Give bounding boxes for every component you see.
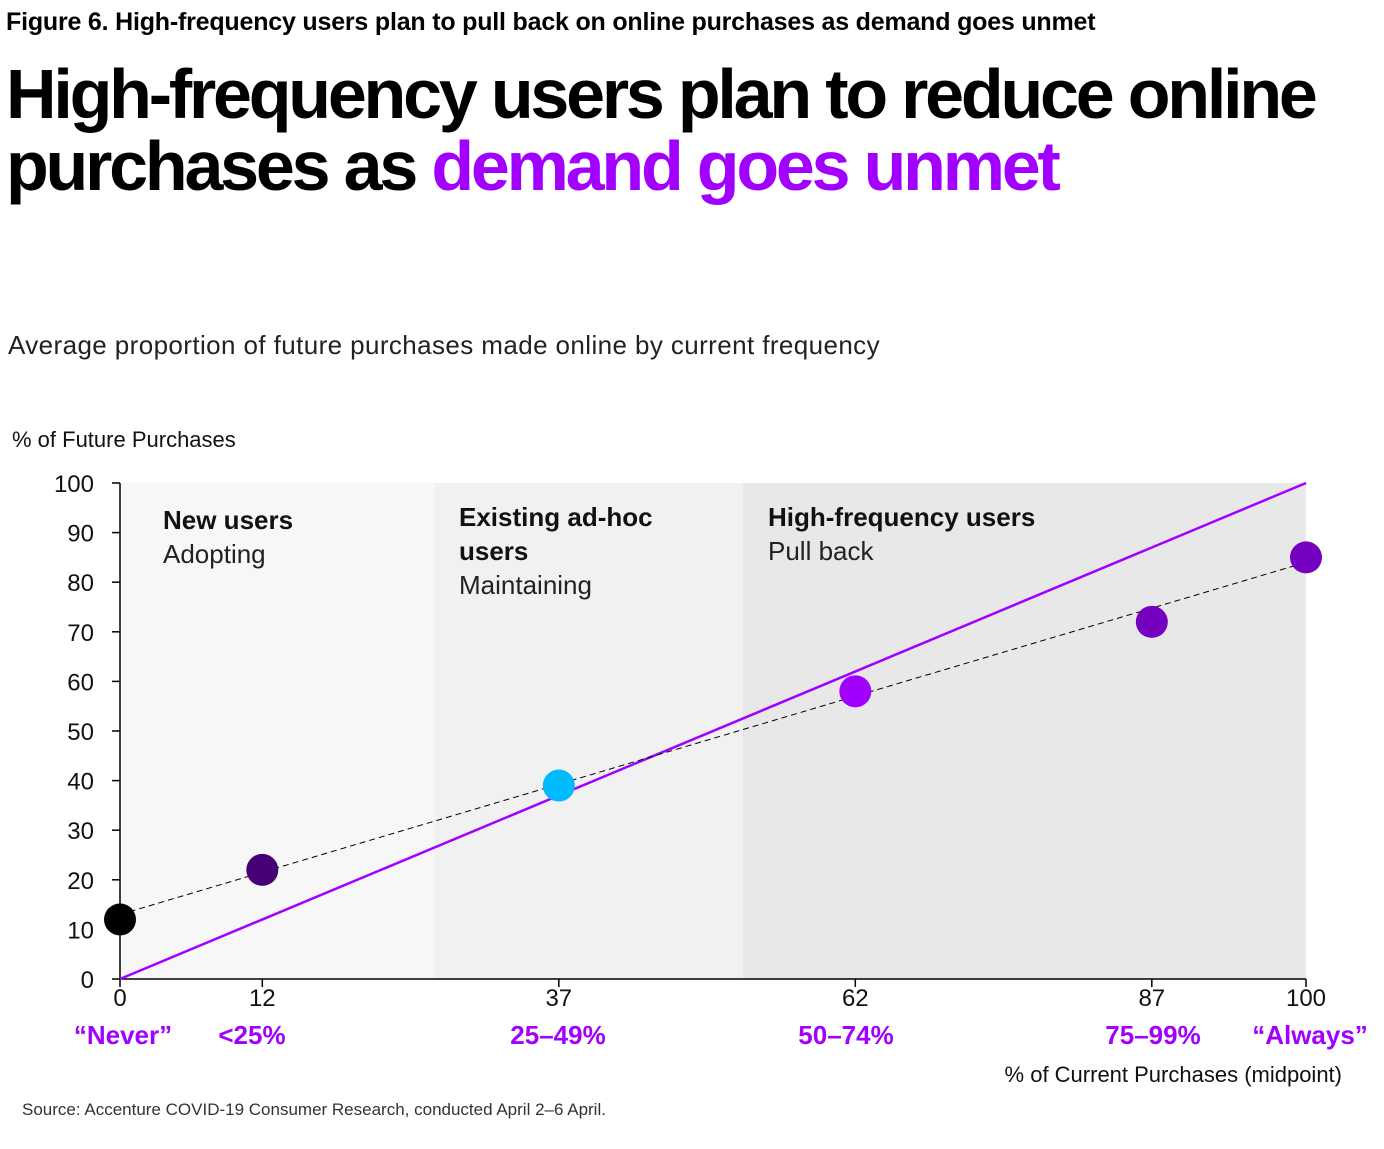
data-point-5: [1135, 605, 1168, 638]
source-note: Source: Accenture COVID-19 Consumer Rese…: [22, 1100, 606, 1119]
x-category-label: 25–49%: [510, 1020, 605, 1050]
segment-title-2: Existing ad-hoc users: [459, 502, 653, 566]
y-tick-label: 20: [67, 868, 94, 895]
x-axis-title: % of Current Purchases (midpoint): [1005, 1062, 1342, 1087]
segment-band-2: [434, 483, 743, 979]
data-point-1: [104, 903, 136, 936]
figure-label: Figure 6. High-frequency users plan to p…: [6, 8, 1096, 36]
trend-line: [119, 561, 1307, 915]
segment-band-1: [120, 483, 435, 979]
x-tick-label: 12: [249, 985, 276, 1012]
segment-subtitle-3: Pull back: [768, 536, 874, 566]
x-tick-label: 37: [545, 985, 572, 1012]
y-tick-label: 50: [67, 719, 94, 746]
y-tick-label: 0: [81, 967, 94, 994]
data-point-3: [542, 769, 575, 802]
data-point-2: [246, 853, 279, 886]
x-tick-label: 0: [113, 985, 126, 1012]
scatter-chart: New users Adopting Existing ad-hoc users Mai…: [12, 427, 1368, 1087]
x-category-label: <25%: [218, 1020, 285, 1050]
data-point-4: [839, 675, 872, 708]
y-tick-label: 80: [67, 570, 94, 597]
y-tick-label: 60: [67, 669, 94, 696]
segment-band-3: [742, 483, 1306, 979]
data-point-6: [1290, 541, 1322, 574]
x-category-label: 75–99%: [1105, 1020, 1200, 1050]
y-tick-label: 100: [54, 471, 94, 498]
x-tick-label: 62: [842, 985, 869, 1012]
segment-title-3: High-frequency users: [768, 502, 1035, 532]
x-category-label: “Always”: [1252, 1020, 1368, 1050]
x-category-label: “Never”: [74, 1020, 172, 1050]
headline: High-frequency users plan to reduce onli…: [6, 58, 1336, 202]
y-axis-title: % of Future Purchases: [12, 427, 236, 452]
y-tick-label: 30: [67, 818, 94, 845]
segment-title-1: New users: [163, 505, 293, 535]
headline-accent: demand goes unmet: [431, 127, 1060, 205]
headline-plain: High-frequency users plan to reduce onli…: [6, 55, 1318, 205]
y-tick-label: 40: [67, 769, 94, 796]
x-tick-label: 100: [1286, 985, 1326, 1012]
segment-subtitle-2: Maintaining: [459, 570, 592, 600]
y-tick-label: 70: [67, 620, 94, 647]
y-tick-label: 10: [67, 917, 94, 944]
segment-subtitle-1: Adopting: [163, 539, 266, 569]
reference-line: [119, 481, 1307, 981]
x-tick-label: 87: [1138, 985, 1165, 1012]
y-tick-label: 90: [67, 521, 94, 548]
chart-subtitle: Average proportion of future purchases m…: [8, 330, 880, 360]
x-category-label: 50–74%: [798, 1020, 893, 1050]
